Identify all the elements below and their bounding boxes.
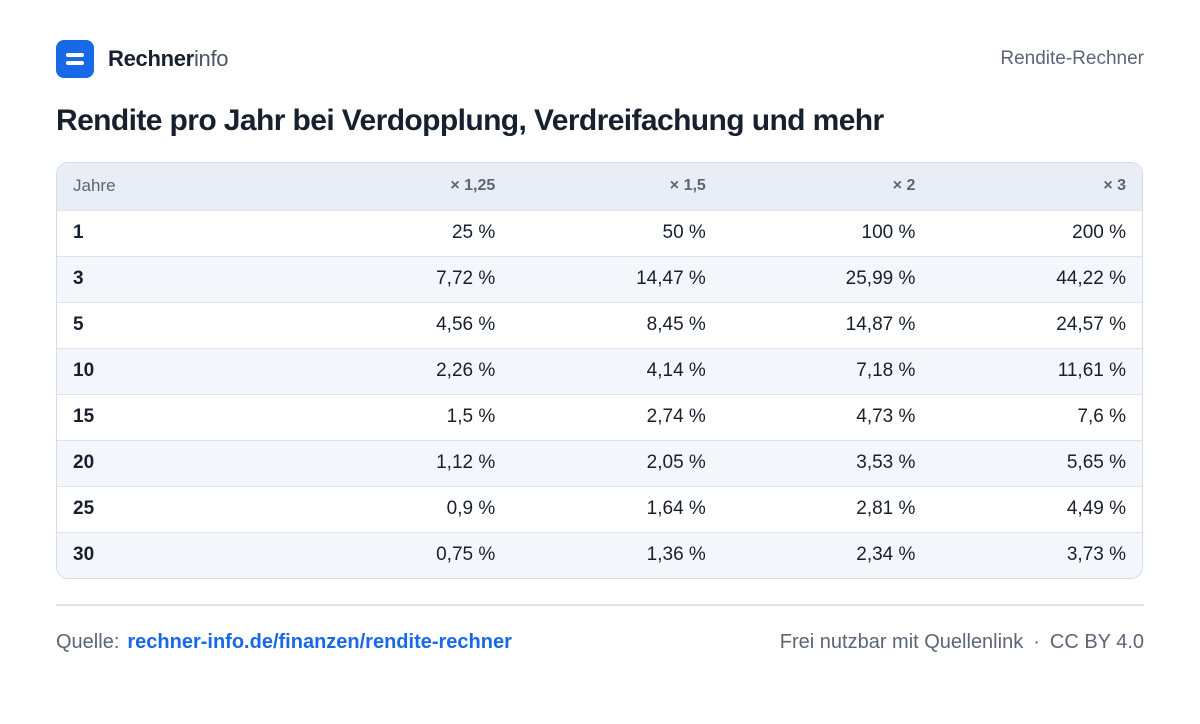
source-link[interactable]: rechner-info.de/finanzen/rendite-rechner xyxy=(127,630,512,653)
return-cell: 2,74 % xyxy=(511,393,722,440)
footer-divider xyxy=(56,604,1144,606)
years-cell: 3 xyxy=(57,255,302,302)
page-header: Rechnerinfo Rendite-Rechner xyxy=(56,40,1144,78)
return-cell: 8,45 % xyxy=(511,301,722,348)
years-cell: 5 xyxy=(57,301,302,348)
logo-bar-top xyxy=(66,53,84,57)
return-cell: 44,22 % xyxy=(931,255,1142,302)
return-cell: 1,5 % xyxy=(301,393,512,440)
return-cell: 4,56 % xyxy=(301,301,512,348)
return-cell: 14,47 % xyxy=(511,255,722,302)
license-separator: · xyxy=(1033,630,1040,653)
return-cell: 100 % xyxy=(721,209,932,256)
return-cell: 4,73 % xyxy=(721,393,932,440)
return-cell: 3,73 % xyxy=(931,531,1142,578)
brand[interactable]: Rechnerinfo xyxy=(56,40,229,78)
return-cell: 7,18 % xyxy=(721,347,932,394)
logo-bar-bottom xyxy=(66,61,84,65)
return-cell: 2,26 % xyxy=(301,347,512,394)
return-cell: 200 % xyxy=(931,209,1142,256)
table-row: 25 0,9 % 1,64 % 2,81 % 4,49 % xyxy=(57,485,1142,532)
page-footer: Quelle: rechner-info.de/finanzen/rendite-… xyxy=(56,628,1144,656)
return-cell: 7,6 % xyxy=(931,393,1142,440)
brand-name-strong: Rechner xyxy=(108,46,194,71)
return-cell: 2,05 % xyxy=(511,439,722,486)
return-cell: 3,53 % xyxy=(721,439,932,486)
rechnerinfo-logo-icon xyxy=(56,40,94,78)
years-cell: 25 xyxy=(57,485,302,532)
table-row: 10 2,26 % 4,14 % 7,18 % 11,61 % xyxy=(57,347,1142,394)
return-cell: 0,75 % xyxy=(301,531,512,578)
years-cell: 1 xyxy=(57,209,302,256)
return-cell: 4,14 % xyxy=(511,347,722,394)
source-label: Quelle: xyxy=(56,630,120,653)
source: Quelle: rechner-info.de/finanzen/rendite-… xyxy=(56,631,512,654)
table-body: 1 25 % 50 % 100 % 200 % 3 7,72 % 14,47 % 25,99 %… xyxy=(57,209,1142,578)
table-row: 15 1,5 % 2,74 % 4,73 % 7,6 % xyxy=(57,393,1142,440)
license-info: Frei nutzbar mit Quellenlink · CC BY 4.0 xyxy=(780,631,1144,654)
return-cell: 1,12 % xyxy=(301,439,512,486)
return-cell: 14,87 % xyxy=(721,301,932,348)
table-row: 3 7,72 % 14,47 % 25,99 % 44,22 % xyxy=(57,255,1142,302)
years-cell: 30 xyxy=(57,531,302,578)
years-cell: 10 xyxy=(57,347,302,394)
return-cell: 25 % xyxy=(301,209,512,256)
page-title: Rendite pro Jahr bei Verdopplung, Verdre… xyxy=(56,104,884,137)
years-cell: 15 xyxy=(57,393,302,440)
brand-name: Rechnerinfo xyxy=(108,46,229,72)
return-cell: 7,72 % xyxy=(301,255,512,302)
return-cell: 50 % xyxy=(511,209,722,256)
return-cell: 0,9 % xyxy=(301,485,512,532)
return-cell: 24,57 % xyxy=(931,301,1142,348)
return-table-container: Jahre × 1,25 × 1,5 × 2 × 3 1 25 % 50 % 100 % 200… xyxy=(56,162,1143,579)
return-table: Jahre × 1,25 × 1,5 × 2 × 3 1 25 % 50 % 100 % 200… xyxy=(57,163,1142,578)
return-cell: 25,99 % xyxy=(721,255,932,302)
return-cell: 1,36 % xyxy=(511,531,722,578)
license-text: Frei nutzbar mit Quellenlink xyxy=(779,630,1024,653)
license-name: CC BY 4.0 xyxy=(1049,630,1144,653)
table-row: 5 4,56 % 8,45 % 14,87 % 24,57 % xyxy=(57,301,1142,348)
return-cell: 2,81 % xyxy=(721,485,932,532)
years-cell: 20 xyxy=(57,439,302,486)
column-header-factor: × 2 xyxy=(892,177,916,195)
return-cell: 4,49 % xyxy=(931,485,1142,532)
table-row: 1 25 % 50 % 100 % 200 % xyxy=(57,209,1142,256)
table-header-row: Jahre × 1,25 × 1,5 × 2 × 3 xyxy=(57,163,1142,210)
table-row: 30 0,75 % 1,36 % 2,34 % 3,73 % xyxy=(57,531,1142,578)
column-header-factor: × 3 xyxy=(1103,177,1126,195)
column-header-factor: × 1,25 xyxy=(450,177,496,195)
table-row: 20 1,12 % 2,05 % 3,53 % 5,65 % xyxy=(57,439,1142,486)
return-cell: 11,61 % xyxy=(931,347,1142,394)
return-cell: 2,34 % xyxy=(721,531,932,578)
brand-name-light: info xyxy=(193,46,229,71)
column-header-factor: × 1,5 xyxy=(669,177,706,195)
return-cell: 5,65 % xyxy=(931,439,1142,486)
calculator-name: Rendite-Rechner xyxy=(1000,48,1144,69)
return-cell: 1,64 % xyxy=(511,485,722,532)
column-header-years: Jahre xyxy=(73,176,116,196)
